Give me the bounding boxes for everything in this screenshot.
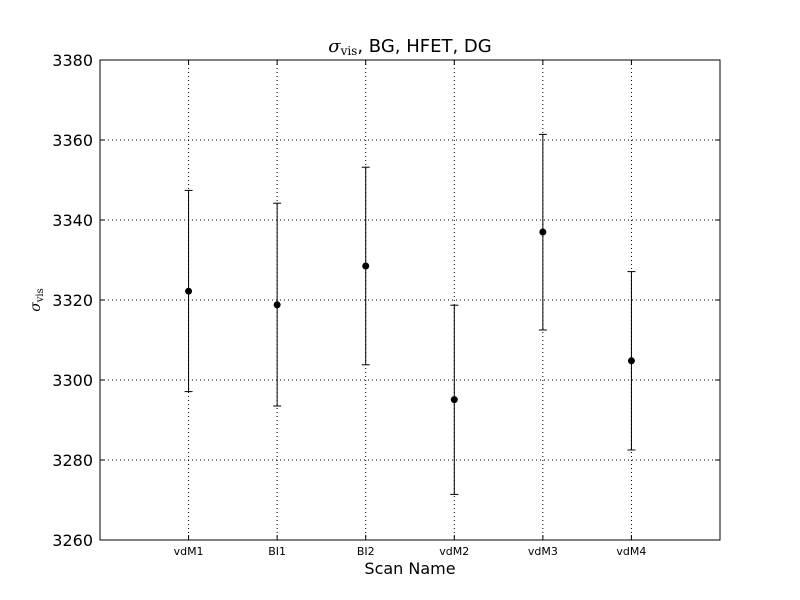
chart-title: σvis, BG, HFET, DG [328,36,491,58]
y-tick-label: 3260 [52,531,93,550]
y-tick-label: 3280 [52,451,93,470]
chart-title-symbol: σ [328,36,341,57]
x-axis-label: Scan Name [364,559,455,578]
data-point-group [361,166,370,366]
data-point [362,262,370,270]
y-tick-label: 3380 [52,51,93,70]
data-marks [184,133,636,495]
y-tick-label: 3360 [52,131,93,150]
y-axis-label-symbol: σ [28,302,44,312]
data-point [273,301,281,309]
data-point [185,287,193,295]
data-point [450,396,458,404]
y-tick-labels: 3260 3280 3300 3320 3340 3360 3380 [52,51,93,550]
chart-title-subscript: vis [340,44,358,58]
y-tick-label: 3320 [52,291,93,310]
data-point [539,228,547,236]
y-axis-label-subscript: vis [35,288,46,303]
x-tick-label: vdM2 [439,545,469,558]
x-tick-label: BI1 [268,545,286,558]
data-point-group [538,133,547,331]
data-point-group [627,271,636,451]
x-tick-label: vdM3 [528,545,558,558]
data-point [627,357,635,365]
x-tick-labels: vdM1 BI1 BI2 vdM2 vdM3 vdM4 [174,545,647,558]
grid [100,60,720,540]
y-tick-label: 3340 [52,211,93,230]
y-axis-label: σvis [28,288,46,312]
data-point-group [450,304,459,495]
axis-ticks [100,59,720,541]
data-point-group [184,189,193,393]
y-tick-label: 3300 [52,371,93,390]
x-tick-label: vdM1 [174,545,204,558]
x-tick-label: BI2 [357,545,375,558]
data-point-group [273,202,282,407]
x-tick-label: vdM4 [616,545,646,558]
chart-title-rest: , BG, HFET, DG [357,36,491,57]
